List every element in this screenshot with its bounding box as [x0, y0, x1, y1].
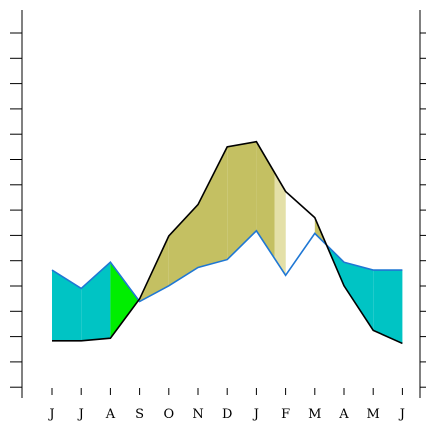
- x-tick-label-10: A: [338, 407, 349, 422]
- fill-segment-12: [373, 270, 403, 344]
- fill-areas: [52, 141, 403, 344]
- x-tick-label-11: M: [367, 407, 380, 422]
- fill-segment-6: [198, 146, 228, 268]
- x-tick-label-1: J: [77, 407, 84, 422]
- x-tick-label-4: O: [163, 407, 174, 422]
- x-tick-label-12: J: [398, 407, 405, 422]
- fill-segment-5: [168, 204, 198, 286]
- series-lines: [51, 140, 403, 345]
- x-tick-label-8: F: [281, 407, 290, 422]
- fill-segment-2: [110, 262, 139, 339]
- fill-segment-11: [344, 262, 374, 331]
- axes: [10, 10, 426, 398]
- fill-segment-pale: [274, 172, 286, 276]
- x-tick-label-5: N: [192, 407, 203, 422]
- fill-segment-7: [227, 141, 257, 260]
- x-tick-label-2: A: [105, 407, 116, 422]
- x-tick-label-7: J: [252, 407, 259, 422]
- fill-segment-0: [52, 270, 82, 341]
- x-tick-label-6: D: [222, 407, 232, 422]
- x-tick-label-9: M: [308, 407, 321, 422]
- fill-segment-1: [81, 262, 111, 341]
- x-tick-label-0: J: [47, 407, 54, 422]
- series-line-a: [52, 140, 403, 345]
- series-line-b: [51, 229, 403, 303]
- x-tick-label-3: S: [135, 407, 144, 422]
